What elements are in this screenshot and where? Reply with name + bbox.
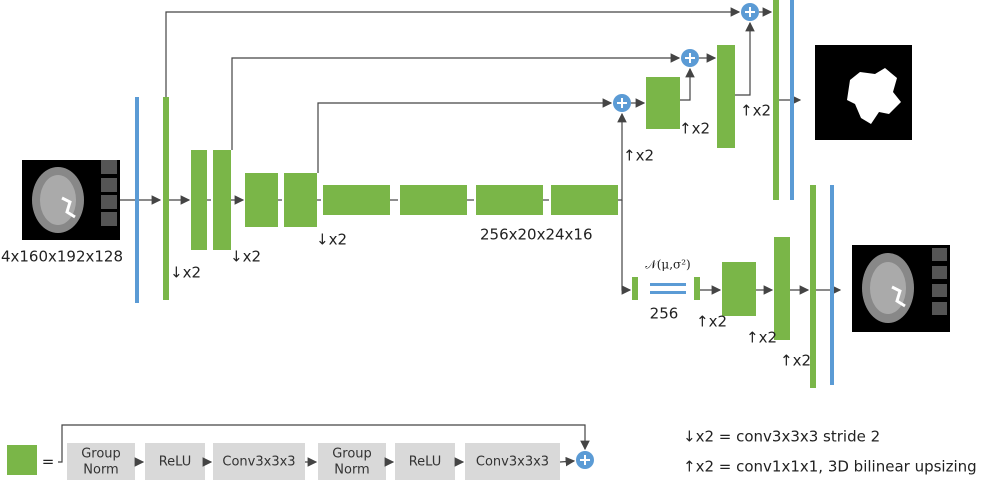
step-label: ReLU <box>159 455 192 470</box>
down-label: ↓x2 <box>230 248 261 266</box>
step-label: Conv3x3x3 <box>476 455 549 470</box>
up-label: ↑x2 <box>623 147 654 165</box>
down-label: ↓x2 <box>316 231 347 249</box>
equals: = <box>42 453 55 471</box>
arrow <box>559 456 576 467</box>
step-label: Group <box>332 447 372 462</box>
step-label: Conv3x3x3 <box>222 455 295 470</box>
step-box <box>395 443 455 480</box>
blocks <box>135 0 834 388</box>
up-label: ↑x2 <box>679 120 710 138</box>
up-label: ↑x2 <box>740 102 771 120</box>
step-label: Group <box>81 447 121 462</box>
distribution: 𝒩(μ,σ²) <box>645 258 690 272</box>
step-box <box>67 443 135 480</box>
step-box <box>213 443 305 480</box>
note: ↓x2 = conv3x3x3 stride 2 <box>683 428 880 446</box>
step-box <box>465 443 560 480</box>
step-label: Norm <box>334 463 369 478</box>
reconstruction-output <box>852 245 950 332</box>
input-image <box>22 160 120 240</box>
step-box <box>318 443 386 480</box>
note: ↑x2 = conv1x1x1, 3D bilinear upsizing <box>683 458 977 476</box>
step-label: ReLU <box>409 455 442 470</box>
down-label: ↓x2 <box>170 264 201 282</box>
bottleneck-shape: 256x20x24x16 <box>480 226 593 244</box>
step-box <box>145 443 205 480</box>
input-shape: 4x160x192x128 <box>1 248 123 266</box>
up-label: ↑x2 <box>780 352 811 370</box>
connections <box>120 7 842 295</box>
up-label: ↑x2 <box>746 329 777 347</box>
latent-size: 256 <box>650 305 679 323</box>
step-label: Norm <box>83 463 118 478</box>
segmentation-output <box>815 45 912 140</box>
up-label: ↑x2 <box>696 313 727 331</box>
